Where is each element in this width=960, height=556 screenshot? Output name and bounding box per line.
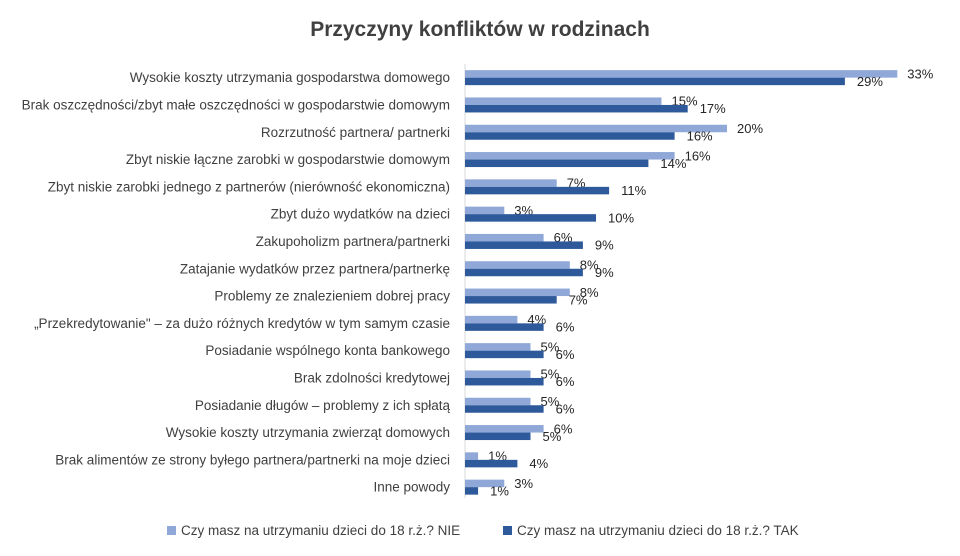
bar-tak (465, 214, 596, 222)
bar-nie (465, 97, 662, 105)
bar-nie (465, 397, 531, 406)
bar-tak (465, 432, 531, 441)
data-label-tak: 9% (595, 265, 614, 280)
bar-tak (465, 350, 544, 359)
data-label-tak: 16% (687, 129, 713, 144)
bar-tak (465, 104, 688, 113)
category-label: Rozrzutność partnera/ partnerki (261, 125, 450, 140)
data-label-nie: 20% (737, 121, 763, 136)
bar-tak (465, 296, 557, 304)
data-label-tak: 10% (608, 210, 634, 225)
data-label-tak: 9% (595, 238, 614, 253)
category-label: „Przekredytowanie" – za dużo różnych kre… (34, 316, 450, 331)
category-label: Brak zdolności kredytowej (294, 370, 450, 385)
data-label-nie: 5% (541, 367, 560, 382)
chart-title: Przyczyny konfliktów w rodzinach (310, 18, 650, 41)
bar-tak (465, 377, 544, 386)
bar-tak (465, 159, 649, 168)
data-label-nie: 33% (907, 66, 933, 81)
bar-tak (465, 77, 845, 86)
category-label: Inne powody (373, 480, 450, 495)
bar-nie (465, 425, 544, 433)
bar-tak (465, 132, 675, 140)
data-label-nie: 6% (554, 421, 573, 436)
bar-tak (465, 241, 583, 249)
data-label-tak: 6% (556, 347, 575, 362)
bar-nie (465, 233, 544, 242)
bar-nie (465, 288, 570, 297)
bar-nie (465, 343, 531, 351)
bar-nie (465, 479, 505, 488)
legend-label-nie: Czy masz na utrzymaniu dzieci do 18 r.ż.… (181, 523, 460, 538)
bar-nie (465, 179, 557, 187)
data-label-tak: 6% (556, 374, 575, 389)
data-label-tak: 17% (700, 101, 726, 116)
bar-tak (465, 459, 518, 468)
category-label: Zakupoholizm partnera/partnerki (256, 234, 450, 249)
bar-tak (465, 268, 583, 277)
data-label-nie: 3% (514, 476, 533, 491)
data-label-nie: 8% (580, 285, 599, 300)
bar-nie (465, 124, 727, 133)
data-label-tak: 6% (556, 320, 575, 335)
bar-nie (465, 315, 518, 324)
bar-nie (465, 206, 505, 215)
bar-nie (465, 452, 479, 460)
category-label: Brak oszczędności/zbyt małe oszczędności… (22, 97, 450, 112)
category-label: Wysokie koszty utrzymania gospodarstwa d… (130, 70, 450, 85)
legend-swatch-tak (503, 526, 512, 535)
category-label: Brak alimentów ze strony byłego partnera… (55, 452, 450, 467)
legend: Czy masz na utrzymaniu dzieci do 18 r.ż.… (167, 523, 799, 538)
plot-area: Wysokie koszty utrzymania gospodarstwa d… (22, 66, 934, 498)
category-label: Problemy ze znalezieniem dobrej pracy (214, 289, 450, 304)
data-label-tak: 4% (529, 456, 548, 471)
data-label-tak: 7% (569, 292, 588, 307)
bar-tak (465, 487, 479, 495)
data-label-tak: 29% (857, 74, 883, 89)
data-label-nie: 5% (541, 339, 560, 354)
data-label-tak: 14% (660, 156, 686, 171)
bar-tak (465, 405, 544, 413)
bar-nie (465, 261, 570, 269)
bar-nie (465, 152, 675, 160)
legend-swatch-nie (167, 526, 176, 535)
data-label-tak: 1% (490, 483, 509, 498)
category-label: Wysokie koszty utrzymania zwierząt domow… (166, 425, 450, 440)
data-label-tak: 11% (621, 183, 646, 198)
legend-label-tak: Czy masz na utrzymaniu dzieci do 18 r.ż.… (517, 523, 799, 538)
bar-tak (465, 186, 610, 195)
bar-tak (465, 323, 544, 331)
category-label: Zbyt dużo wydatków na dzieci (271, 207, 450, 222)
data-label-nie: 5% (541, 394, 560, 409)
category-label: Posiadanie długów – problemy z ich spłat… (195, 398, 451, 413)
category-label: Posiadanie wspólnego konta bankowego (205, 343, 450, 358)
category-label: Zbyt niskie łączne zarobki w gospodarstw… (126, 152, 450, 167)
data-label-nie: 8% (580, 258, 599, 273)
bar-nie (465, 370, 531, 378)
bar-nie (465, 70, 898, 78)
category-label: Zatajanie wydatków przez partnera/partne… (180, 261, 450, 276)
data-label-nie: 16% (685, 148, 711, 163)
category-label: Zbyt niskie zarobki jednego z partnerów … (48, 179, 450, 194)
data-label-tak: 5% (543, 429, 562, 444)
data-label-tak: 6% (556, 402, 575, 417)
